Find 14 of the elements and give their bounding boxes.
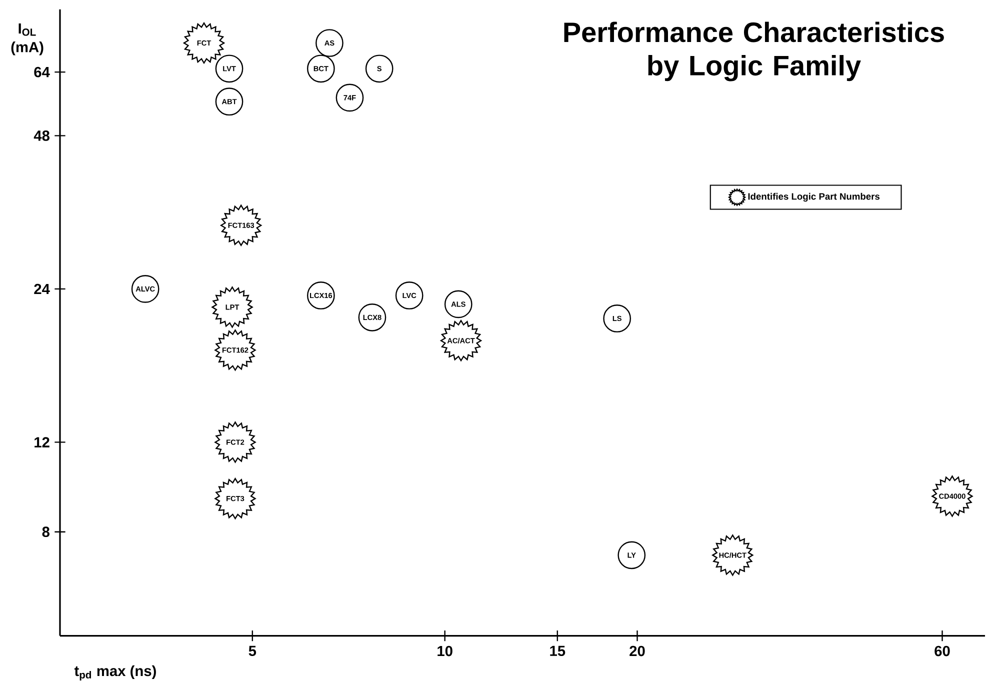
text: Performance Characteristics by Logic Family xyxy=(564,21,944,82)
y-axis-title: I$_{OL}$ (mA) xyxy=(11,23,44,55)
y-tick-label: 48 xyxy=(34,130,50,141)
y-tick-label: 8 xyxy=(42,526,50,537)
x-tick-label: 10 xyxy=(438,646,452,656)
x-tick-label: 60 xyxy=(934,646,950,656)
x-tick-label: 20 xyxy=(630,646,645,656)
legend-label: Identifies Logic Part Numbers xyxy=(748,192,880,202)
x-tick-label: 15 xyxy=(550,646,566,656)
y-tick-label: 64 xyxy=(34,66,50,78)
y-tick-label: 24 xyxy=(34,284,50,294)
x-tick-label: 5 xyxy=(248,646,256,656)
x-axis-title: t$_{pd}$ max (ns) xyxy=(74,665,156,680)
y-tick-label: 12 xyxy=(34,436,50,448)
